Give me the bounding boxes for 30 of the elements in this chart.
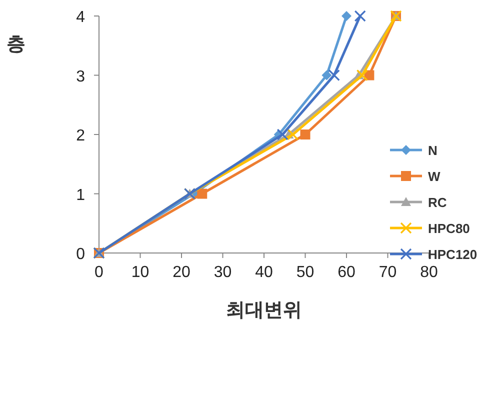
x-tick-label: 0 (94, 264, 104, 281)
x-tick-label: 70 (378, 264, 397, 281)
y-tick-label: 3 (76, 68, 86, 86)
y-tick-label: 1 (76, 186, 86, 204)
y-tick-label: 0 (76, 246, 86, 263)
point (287, 128, 299, 140)
y-axis-title: 층 (6, 34, 26, 55)
x-tick-label: 20 (172, 264, 190, 281)
legend-label: HPC80 (428, 221, 470, 236)
point (354, 10, 366, 22)
x-tick-label: 80 (420, 264, 438, 281)
legend-label: N (428, 143, 438, 158)
legend-label: HPC120 (428, 247, 478, 262)
x-tick-label: 40 (255, 264, 273, 281)
point (328, 69, 340, 82)
x-tick-label: 30 (214, 264, 232, 281)
x-tick-label: 60 (338, 264, 356, 281)
legend-label: W (428, 169, 441, 184)
y-tick-label: 2 (76, 128, 86, 144)
x-tick-label: 50 (296, 264, 314, 281)
point (356, 69, 368, 82)
point (342, 11, 352, 21)
y-tick-label: 4 (76, 9, 86, 26)
x-axis-title: 최대변위 (226, 300, 302, 321)
point (322, 70, 332, 80)
point (197, 188, 208, 199)
x-tick-label: 10 (131, 264, 150, 281)
legend-label: RC (428, 195, 448, 210)
point (276, 128, 288, 140)
point (300, 130, 310, 140)
